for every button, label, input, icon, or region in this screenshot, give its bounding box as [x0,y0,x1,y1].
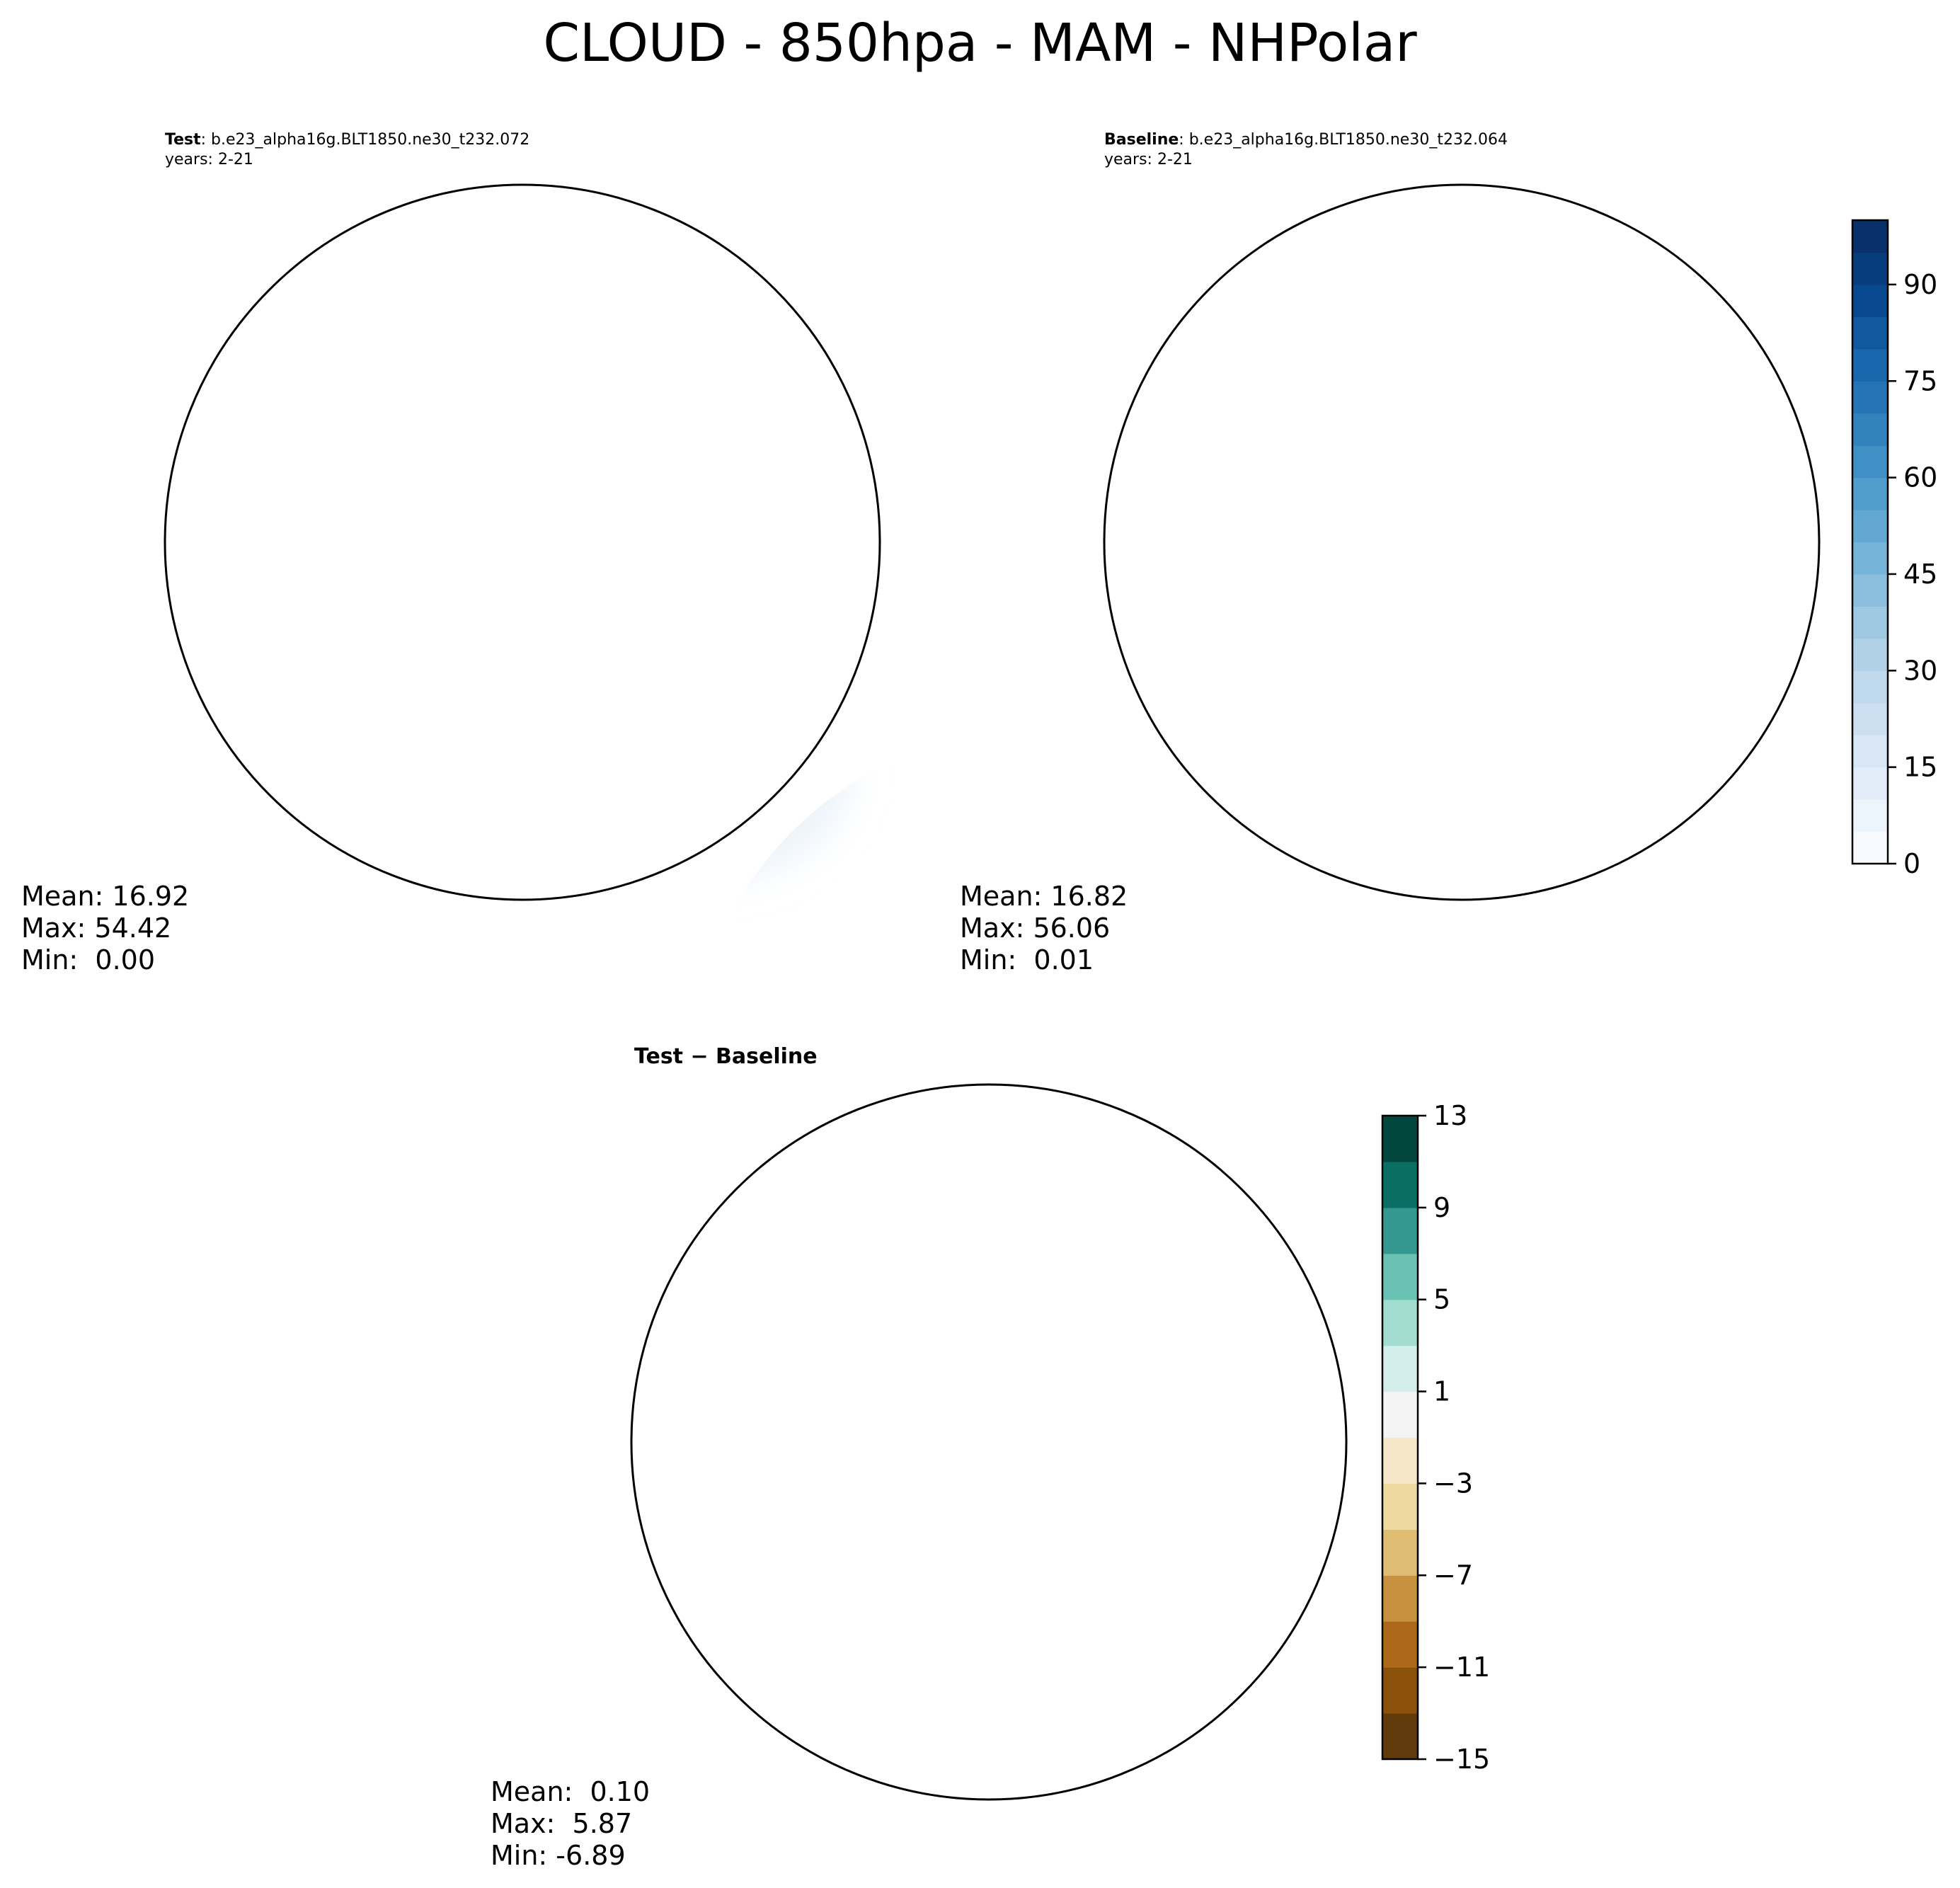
difference-colorbar-level-10 [1382,1253,1418,1300]
test-case-name: : b.e23_alpha16g.BLT1850.ne30_t232.072 [200,131,530,149]
difference-colorbar-tick-label-0: 13 [1433,1100,1467,1131]
cloud-colorbar-level-17 [1852,284,1888,317]
difference-max: Max: 5.87 [491,1808,633,1839]
cloud-colorbar-tick-label-4: 60 [1903,462,1937,493]
difference-stats: Mean: 0.10 Max: 5.87 Min: -6.89 [491,1776,650,1872]
figure-title: CLOUD - 850hpa - MAM - NHPolar [543,13,1417,74]
test-stats: Mean: 16.92 Max: 54.42 Min: 0.00 [21,881,189,976]
cloud-colorbar-tick-label-6: 90 [1903,269,1937,300]
baseline-case-name: : b.e23_alpha16g.BLT1850.ne30_t232.064 [1179,131,1508,149]
test-mean: Mean: 16.92 [21,881,190,912]
difference-colorbar-level-1 [1382,1667,1418,1714]
baseline-map [1103,183,1821,901]
cloud-colorbar-level-15 [1852,348,1888,382]
cloud-colorbar-level-11 [1852,477,1888,510]
difference-colorbar-level-5 [1382,1483,1418,1530]
difference-mean: Mean: 0.10 [491,1776,651,1807]
cloud-colorbar-frame [1851,219,1889,865]
difference-colorbar-level-3 [1382,1575,1418,1622]
difference-colorbar-frame [1381,1114,1419,1761]
baseline-min: Min: 0.01 [960,944,1094,976]
cloud-colorbar-level-0 [1852,831,1888,864]
cloud-colorbar-level-13 [1852,413,1888,446]
cloud-colorbar-level-8 [1852,573,1888,607]
difference-colorbar-tick-label-7: −15 [1433,1744,1490,1775]
cloud-colorbar-level-16 [1852,316,1888,350]
difference-colorbar-level-13 [1382,1116,1418,1162]
cloud-colorbar-tick-label-0: 0 [1903,848,1920,879]
cloud-colorbar-level-12 [1852,445,1888,479]
difference-colorbar-level-0 [1382,1713,1418,1760]
difference-min: Min: -6.89 [491,1840,626,1871]
cloud-colorbar-level-6 [1852,638,1888,671]
cloud-colorbar-level-19 [1852,220,1888,253]
baseline-max: Max: 56.06 [960,912,1111,944]
cloud-colorbar-level-7 [1852,606,1888,639]
cloud-colorbar-level-2 [1852,767,1888,800]
difference-colorbar-tick-label-2: 5 [1433,1284,1450,1315]
cloud-colorbar-tick-label-3: 45 [1903,559,1937,590]
difference-colorbar-tick-label-3: 1 [1433,1376,1450,1407]
difference-colorbar-tick-label-4: −3 [1433,1468,1473,1499]
difference-map [630,1083,1348,1801]
difference-colorbar: 13 9 5 1 −3 −7 −11 −15 [1381,1100,1490,1775]
cloud-colorbar-level-10 [1852,510,1888,543]
cloud-colorbar-level-3 [1852,735,1888,768]
difference-panel-title: Test − Baseline [634,1044,818,1069]
test-years: years: 2-21 [165,151,253,168]
difference-colorbar-level-11 [1382,1207,1418,1254]
test-label: Test [165,131,201,149]
cloud-colorbar-tick-label-1: 15 [1903,752,1937,783]
difference-colorbar-level-4 [1382,1529,1418,1576]
difference-colorbar-tick-label-6: −11 [1433,1652,1490,1683]
baseline-label: Baseline [1104,131,1179,149]
difference-colorbar-tick-label-1: 9 [1433,1192,1450,1223]
baseline-mean: Mean: 16.82 [960,881,1128,912]
difference-colorbar-level-8 [1382,1345,1418,1392]
difference-colorbar-tick-label-5: −7 [1433,1560,1473,1591]
difference-colorbar-level-7 [1382,1391,1418,1438]
cloud-colorbar-tick-label-2: 30 [1903,655,1937,686]
cloud-colorbar-level-14 [1852,381,1888,414]
cloud-colorbar: 0 15 30 45 60 75 90 [1851,219,1937,879]
baseline-years: years: 2-21 [1104,151,1193,168]
baseline-panel-title: Baseline: b.e23_alpha16g.BLT1850.ne30_t2… [1104,130,1508,170]
cloud-colorbar-level-4 [1852,702,1888,736]
difference-colorbar-level-9 [1382,1299,1418,1346]
cloud-colorbar-level-9 [1852,542,1888,575]
test-max: Max: 54.42 [21,912,172,944]
difference-colorbar-level-2 [1382,1621,1418,1668]
cloud-colorbar-level-1 [1852,799,1888,833]
cloud-colorbar-tick-label-5: 75 [1903,365,1937,396]
test-min: Min: 0.00 [21,944,155,976]
baseline-stats: Mean: 16.82 Max: 56.06 Min: 0.01 [960,881,1128,976]
difference-colorbar-level-12 [1382,1161,1418,1208]
cloud-colorbar-level-5 [1852,670,1888,704]
difference-colorbar-level-6 [1382,1437,1418,1484]
test-panel-title: Test: b.e23_alpha16g.BLT1850.ne30_t232.0… [165,130,529,170]
test-map [164,183,898,910]
cloud-colorbar-level-18 [1852,252,1888,285]
